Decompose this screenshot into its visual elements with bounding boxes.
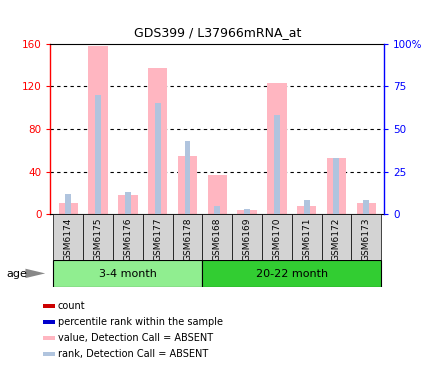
Text: GSM6169: GSM6169 — [242, 218, 251, 261]
Bar — [88, 46, 108, 214]
Bar — [148, 68, 167, 214]
Bar — [53, 260, 202, 287]
Text: rank, Detection Call = ABSENT: rank, Detection Call = ABSENT — [57, 350, 208, 359]
Bar — [43, 305, 55, 308]
Bar — [95, 95, 101, 214]
Bar — [261, 214, 291, 260]
Text: count: count — [57, 301, 85, 311]
Bar — [232, 214, 261, 260]
Text: GSM6175: GSM6175 — [93, 218, 102, 261]
Bar — [125, 192, 131, 214]
Bar — [43, 336, 55, 340]
Bar — [184, 141, 190, 214]
Bar — [83, 214, 113, 260]
Bar — [142, 214, 172, 260]
Bar — [356, 203, 375, 214]
Bar — [202, 260, 380, 287]
Text: GSM6174: GSM6174 — [64, 218, 73, 261]
Bar — [43, 321, 55, 324]
Bar — [43, 352, 55, 356]
Bar — [113, 214, 142, 260]
Text: GSM6172: GSM6172 — [331, 218, 340, 261]
Text: GSM6176: GSM6176 — [123, 218, 132, 261]
Bar — [350, 214, 380, 260]
Text: 20-22 month: 20-22 month — [255, 269, 327, 279]
Bar — [297, 206, 316, 214]
Bar — [362, 201, 368, 214]
Bar — [273, 115, 279, 214]
Text: percentile rank within the sample: percentile rank within the sample — [57, 317, 222, 328]
Text: GSM6177: GSM6177 — [153, 218, 162, 261]
Text: value, Detection Call = ABSENT: value, Detection Call = ABSENT — [57, 333, 212, 343]
Bar — [333, 158, 339, 214]
Bar — [326, 158, 345, 214]
Bar — [59, 203, 78, 214]
Bar — [154, 104, 160, 214]
Bar — [303, 201, 309, 214]
Bar — [172, 214, 202, 260]
Bar — [202, 214, 232, 260]
Text: 3-4 month: 3-4 month — [99, 269, 156, 279]
Bar — [177, 156, 197, 214]
Text: GSM6178: GSM6178 — [183, 218, 191, 261]
Bar — [207, 175, 226, 214]
Bar — [65, 194, 71, 214]
Bar — [291, 214, 321, 260]
Text: age: age — [7, 269, 28, 279]
Bar — [53, 214, 83, 260]
Bar — [237, 210, 256, 214]
Text: GSM6168: GSM6168 — [212, 218, 221, 261]
Text: GDS399 / L37966mRNA_at: GDS399 / L37966mRNA_at — [133, 26, 300, 39]
Text: GSM6173: GSM6173 — [361, 218, 370, 261]
Bar — [214, 206, 220, 214]
Bar — [244, 209, 250, 214]
Polygon shape — [25, 269, 45, 278]
Text: GSM6170: GSM6170 — [272, 218, 281, 261]
Text: GSM6171: GSM6171 — [301, 218, 311, 261]
Bar — [118, 195, 137, 214]
Bar — [267, 83, 286, 214]
Bar — [321, 214, 350, 260]
